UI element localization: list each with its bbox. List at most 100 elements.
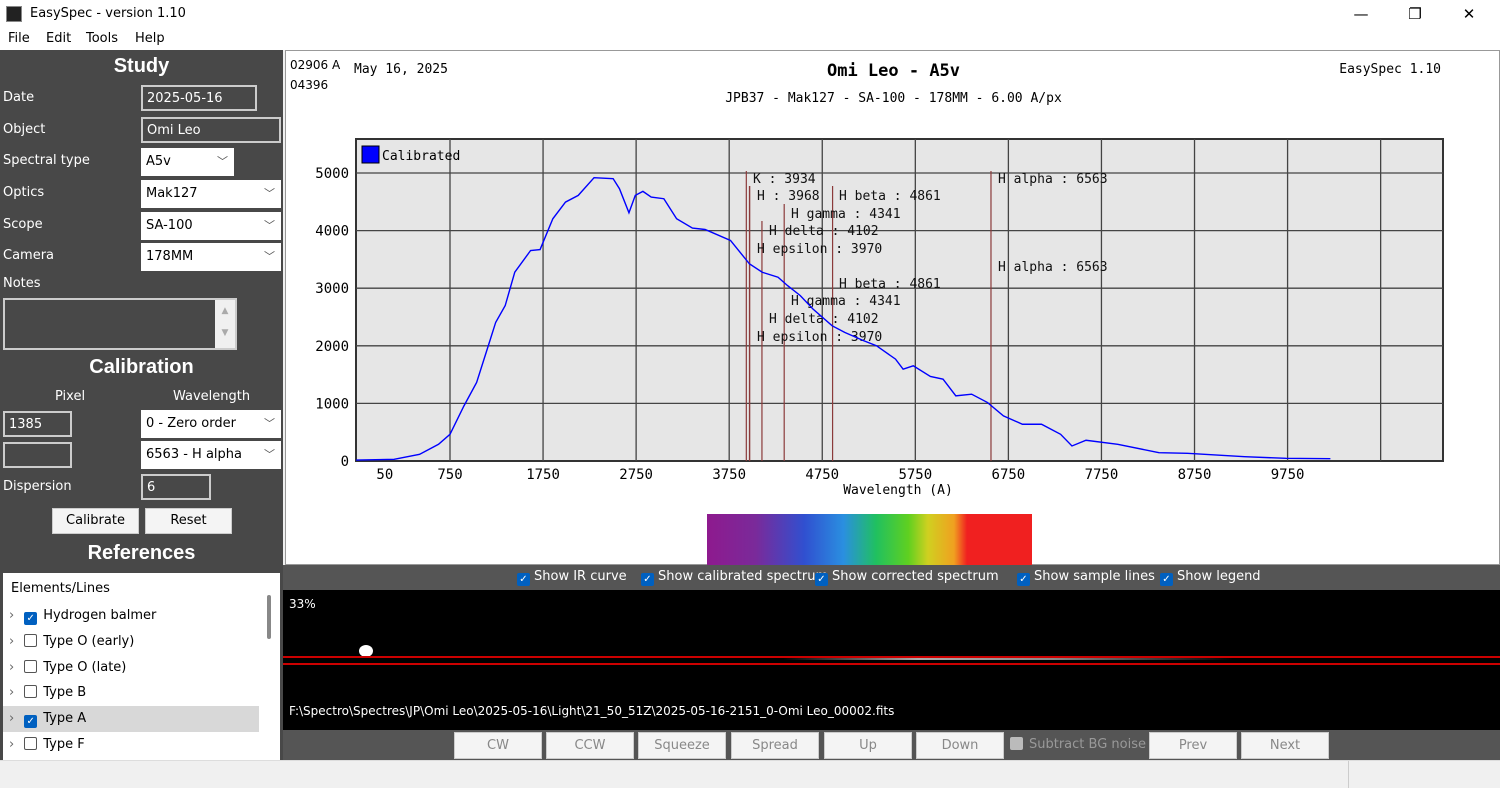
maximize-button[interactable]: ❐ bbox=[1408, 5, 1422, 23]
chevron-right-icon[interactable]: › bbox=[9, 737, 15, 752]
chevron-right-icon[interactable]: › bbox=[9, 633, 15, 649]
object-input[interactable]: Omi Leo bbox=[141, 117, 281, 143]
checkbox-icon[interactable] bbox=[24, 685, 38, 699]
checkbox-icon[interactable]: ✓ bbox=[24, 715, 38, 729]
camera-label: Camera bbox=[3, 248, 55, 263]
scope-label: Scope bbox=[3, 217, 43, 232]
spectral-type-value: A5v bbox=[146, 154, 171, 169]
pixel2-input[interactable] bbox=[3, 442, 72, 468]
checkbox-icon[interactable] bbox=[24, 659, 38, 673]
chart-panel: 02906 A 04396 May 16, 2025 Omi Leo - A5v… bbox=[285, 50, 1500, 565]
checkbox-icon bbox=[1010, 737, 1023, 750]
reference-label: Type B bbox=[43, 685, 87, 701]
reference-item[interactable]: › Type F bbox=[3, 732, 259, 758]
ccw-button[interactable]: CCW bbox=[546, 732, 634, 759]
y-tick-label: 5000 bbox=[315, 166, 349, 182]
wavelength-label: Wavelength bbox=[173, 389, 251, 404]
option-checkbox[interactable]: ✓ Show calibrated spectrum bbox=[641, 569, 828, 586]
down-button[interactable]: Down bbox=[916, 732, 1004, 759]
reference-item[interactable]: › ✓ Type A bbox=[3, 706, 259, 733]
option-label: Show calibrated spectrum bbox=[658, 569, 829, 584]
close-button[interactable]: ✕ bbox=[1462, 5, 1476, 23]
chevron-right-icon[interactable]: › bbox=[9, 608, 15, 623]
wavelength1-value: 0 - Zero order bbox=[146, 416, 236, 431]
cursor-wavelength: 02906 A bbox=[290, 58, 341, 72]
reset-button[interactable]: Reset bbox=[145, 508, 232, 534]
checkbox-icon[interactable] bbox=[24, 737, 38, 750]
reference-item[interactable]: › ✓ Hydrogen balmer bbox=[3, 603, 259, 629]
notes-scrollbar[interactable]: ▲ ▼ bbox=[215, 300, 235, 348]
sample-line-top[interactable] bbox=[283, 656, 1500, 658]
menu-file[interactable]: File bbox=[8, 31, 30, 46]
menu-edit[interactable]: Edit bbox=[46, 31, 72, 46]
reference-item[interactable]: › Type B bbox=[3, 680, 259, 706]
up-button[interactable]: Up bbox=[824, 732, 912, 759]
chart-title: Omi Leo - A5v bbox=[826, 61, 961, 81]
sample-line-bottom[interactable] bbox=[283, 663, 1500, 665]
x-axis-label: Wavelength (A) bbox=[843, 483, 953, 498]
object-label: Object bbox=[3, 122, 46, 137]
dispersion-label: Dispersion bbox=[3, 479, 72, 494]
spread-button[interactable]: Spread bbox=[731, 732, 819, 759]
date-label: Date bbox=[3, 90, 35, 105]
wavelength2-value: 6563 - H alpha bbox=[146, 447, 242, 462]
calibrate-button[interactable]: Calibrate bbox=[52, 508, 139, 534]
minimize-button[interactable]: — bbox=[1353, 5, 1369, 23]
chevron-right-icon[interactable]: › bbox=[9, 685, 15, 701]
subtract-bg-label: Subtract BG noise bbox=[1029, 737, 1146, 752]
menu-help[interactable]: Help bbox=[135, 31, 165, 46]
reference-line-label: H delta : 4102 bbox=[769, 224, 879, 239]
scope-select[interactable]: SA-100 ﹀ bbox=[141, 212, 281, 240]
reference-label: Type O (early) bbox=[43, 633, 135, 649]
chevron-down-icon: ﹀ bbox=[264, 448, 275, 461]
chevron-right-icon[interactable]: › bbox=[9, 711, 15, 727]
cw-button[interactable]: CW bbox=[454, 732, 542, 759]
optics-select[interactable]: Mak127 ﹀ bbox=[141, 180, 281, 208]
reference-line-label: H alpha : 6563 bbox=[998, 260, 1108, 275]
x-tick-label: 6750 bbox=[992, 467, 1026, 483]
references-scrollbar[interactable] bbox=[267, 595, 271, 639]
notes-textarea[interactable] bbox=[3, 298, 237, 350]
next-button[interactable]: Next bbox=[1241, 732, 1329, 759]
legend-label: Calibrated bbox=[382, 149, 460, 164]
reference-label: Type A bbox=[43, 711, 87, 727]
spectrum-plot[interactable]: 50 750 1750 2750 3750 4750 5750 6750 7750 8750 975… bbox=[1, 1, 1500, 521]
option-checkbox[interactable]: ✓ Show sample lines bbox=[1017, 569, 1155, 586]
cursor-value: 04396 bbox=[290, 78, 329, 92]
camera-select[interactable]: 178MM ﹀ bbox=[141, 243, 281, 271]
subtract-bg-checkbox[interactable]: Subtract BG noise bbox=[1010, 737, 1146, 752]
zoom-level: 33% bbox=[289, 597, 316, 611]
chevron-down-icon: ﹀ bbox=[264, 417, 275, 430]
checkbox-icon[interactable]: ✓ bbox=[24, 612, 38, 625]
date-input[interactable]: 2025-05-16 bbox=[141, 85, 257, 111]
prev-button[interactable]: Prev bbox=[1149, 732, 1237, 759]
option-checkbox[interactable]: ✓ Show legend bbox=[1160, 569, 1261, 586]
x-tick-label: 2750 bbox=[619, 467, 653, 483]
pixel1-input[interactable]: 1385 bbox=[3, 411, 72, 437]
checkbox-icon: ✓ bbox=[1017, 573, 1030, 586]
optics-value: Mak127 bbox=[146, 186, 198, 201]
chevron-right-icon[interactable]: › bbox=[9, 659, 15, 675]
scope-value: SA-100 bbox=[146, 218, 193, 233]
reference-line-label: H gamma : 4341 bbox=[791, 207, 901, 222]
wavelength1-select[interactable]: 0 - Zero order ﹀ bbox=[141, 410, 281, 438]
dispersion-input[interactable]: 6 bbox=[141, 474, 211, 500]
option-checkbox[interactable]: ✓ Show IR curve bbox=[517, 569, 627, 586]
y-tick-label: 3000 bbox=[315, 281, 349, 297]
wavelength2-select[interactable]: 6563 - H alpha ﹀ bbox=[141, 441, 281, 469]
checkbox-icon[interactable] bbox=[24, 633, 38, 647]
x-tick-label: 5750 bbox=[898, 467, 932, 483]
camera-image-view[interactable]: 33% F:\Spectro\Spectres\JP\Omi Leo\2025-… bbox=[283, 590, 1500, 730]
reference-line-label: H epsilon : 3970 bbox=[757, 242, 882, 257]
reference-item[interactable]: › Type O (late) bbox=[3, 655, 259, 681]
chevron-down-icon: ﹀ bbox=[264, 219, 275, 232]
window-title: EasySpec - version 1.10 bbox=[30, 6, 186, 21]
option-label: Show legend bbox=[1177, 569, 1261, 584]
reference-item[interactable]: › Type O (early) bbox=[3, 629, 259, 655]
menu-tools[interactable]: Tools bbox=[86, 31, 119, 46]
squeeze-button[interactable]: Squeeze bbox=[638, 732, 726, 759]
option-checkbox[interactable]: ✓ Show corrected spectrum bbox=[815, 569, 999, 586]
references-heading: References bbox=[87, 542, 196, 564]
x-tick-label: 3750 bbox=[712, 467, 746, 483]
spectral-type-select[interactable]: A5v ﹀ bbox=[141, 148, 234, 176]
